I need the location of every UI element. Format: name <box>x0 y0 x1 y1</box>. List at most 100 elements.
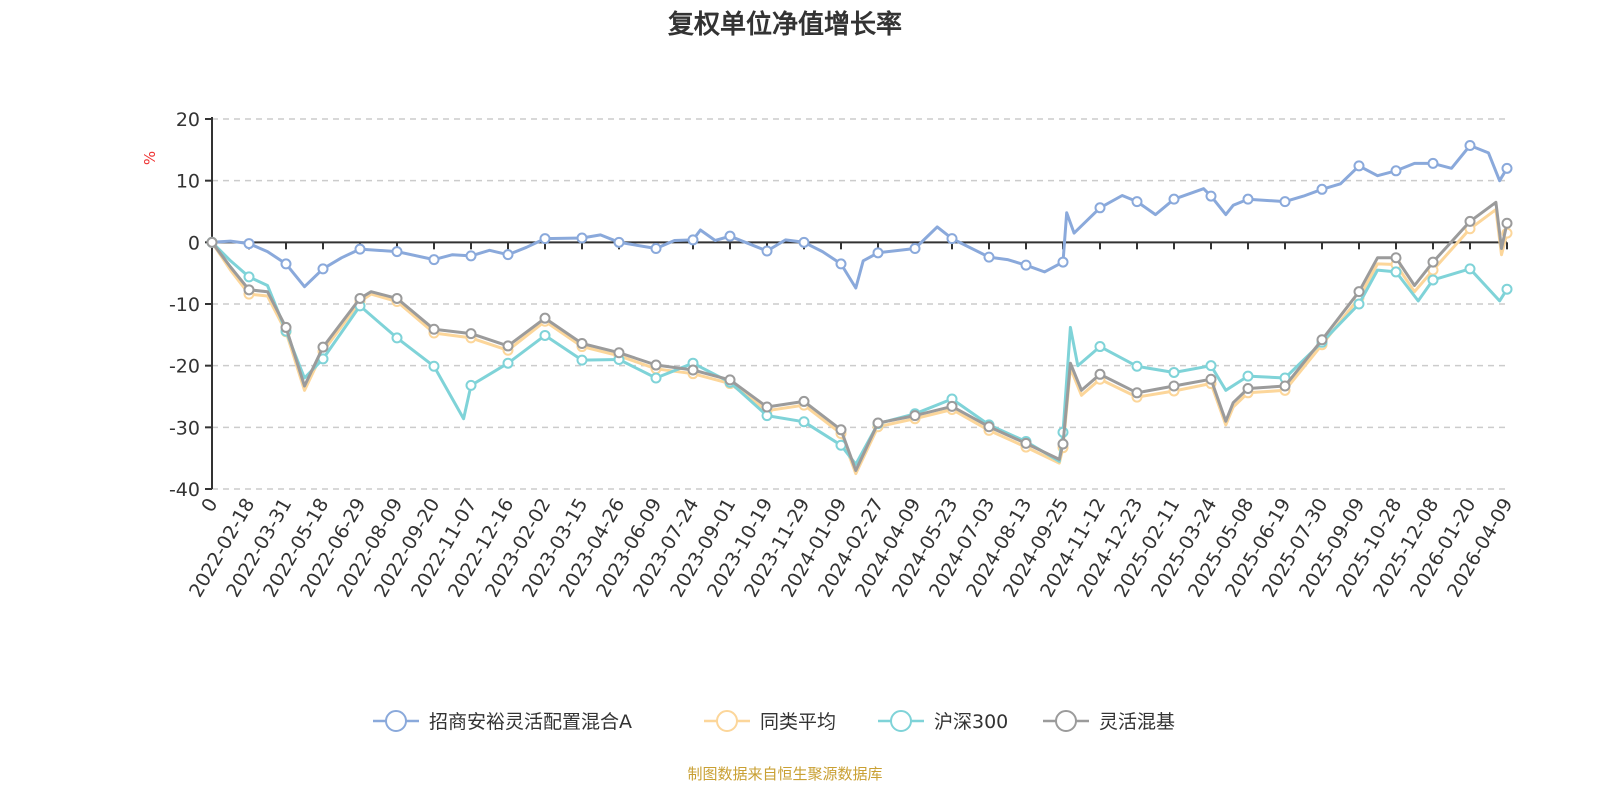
data-point <box>613 347 625 359</box>
series-0 <box>206 140 1513 290</box>
y-tick-label: -40 <box>169 479 200 501</box>
data-point <box>1242 382 1254 394</box>
data-point <box>1131 360 1143 372</box>
data-point <box>1464 263 1476 275</box>
data-point <box>687 234 699 246</box>
data-point <box>354 292 366 304</box>
data-point <box>1131 196 1143 208</box>
data-point <box>428 323 440 335</box>
legend-circle-icon <box>1055 710 1077 732</box>
legend-circle-icon <box>716 710 738 732</box>
source-note: 制图数据来自恒生聚源数据库 <box>687 765 882 783</box>
data-point <box>798 236 810 248</box>
data-point <box>1501 283 1513 295</box>
data-point <box>576 232 588 244</box>
data-point <box>1427 157 1439 169</box>
data-point <box>1316 183 1328 195</box>
data-point <box>539 233 551 245</box>
data-point <box>1168 366 1180 378</box>
data-point <box>1501 162 1513 174</box>
data-point <box>761 245 773 257</box>
data-point <box>687 364 699 376</box>
data-point <box>1205 190 1217 202</box>
legend-item[interactable]: 灵活混基 <box>1043 710 1175 733</box>
data-point <box>576 354 588 366</box>
data-point <box>280 321 292 333</box>
data-point <box>539 329 551 341</box>
legend-circle-icon <box>385 710 407 732</box>
data-point <box>1205 373 1217 385</box>
data-point <box>909 243 921 254</box>
data-point <box>872 247 884 259</box>
x-tick-label: 0 <box>197 495 222 516</box>
data-point <box>1020 259 1032 271</box>
data-point <box>1131 387 1143 399</box>
data-point <box>391 292 403 304</box>
data-point <box>428 360 440 372</box>
grid-lines <box>212 118 1507 490</box>
data-point <box>1464 140 1476 152</box>
legend-item[interactable]: 招商安裕灵活配置混合A <box>373 710 632 733</box>
data-point <box>1205 360 1217 372</box>
data-point <box>1427 256 1439 268</box>
data-point <box>613 236 625 248</box>
data-point <box>1501 217 1513 229</box>
data-point <box>835 424 847 436</box>
data-point <box>1390 252 1402 264</box>
y-tick-label: -10 <box>169 294 200 316</box>
data-point <box>650 243 662 254</box>
data-point <box>243 271 255 283</box>
data-point <box>1242 370 1254 382</box>
data-point <box>502 340 514 352</box>
data-point <box>428 254 440 266</box>
data-point <box>354 243 366 255</box>
data-point <box>1020 437 1032 449</box>
data-point <box>465 379 477 391</box>
data-point <box>465 250 477 262</box>
data-point <box>1094 202 1106 214</box>
data-point <box>1242 193 1254 205</box>
data-point <box>1464 215 1476 227</box>
data-point <box>724 230 736 242</box>
data-point <box>1168 380 1180 392</box>
series-line <box>211 144 1509 290</box>
legend-item[interactable]: 同类平均 <box>704 710 836 733</box>
data-point <box>465 328 477 340</box>
legend-circle-icon <box>890 710 912 732</box>
data-point <box>576 337 588 349</box>
y-axis: 20 10 0 -10 -20 -30 -40 <box>169 109 213 501</box>
data-point <box>1094 341 1106 353</box>
data-point <box>650 372 662 384</box>
legend-label: 灵活混基 <box>1099 711 1175 733</box>
data-point <box>946 400 958 412</box>
data-point <box>1427 274 1439 286</box>
y-tick-label: -20 <box>169 356 200 378</box>
data-point <box>1353 298 1365 310</box>
data-point <box>539 312 551 324</box>
data-point <box>1390 165 1402 177</box>
series-group <box>206 140 1513 476</box>
data-point <box>798 395 810 407</box>
data-point <box>1057 438 1069 450</box>
data-point <box>317 263 329 275</box>
data-point <box>1279 380 1291 392</box>
data-point <box>280 258 292 270</box>
y-tick-label: 10 <box>176 171 200 193</box>
legend-label: 招商安裕灵活配置混合A <box>429 711 632 733</box>
data-point <box>1279 196 1291 208</box>
data-point <box>1168 193 1180 205</box>
data-point <box>798 416 810 428</box>
data-point <box>391 246 403 258</box>
data-point <box>946 233 958 245</box>
legend: 招商安裕灵活配置混合A 同类平均 沪深300 灵活混基 <box>373 710 1175 733</box>
data-point <box>243 238 255 250</box>
data-point <box>983 251 995 263</box>
y-tick-label: 0 <box>188 232 200 254</box>
data-point <box>909 410 921 422</box>
y-tick-label: 20 <box>176 109 200 131</box>
data-point <box>243 284 255 296</box>
legend-item[interactable]: 沪深300 <box>878 710 1008 733</box>
legend-label: 同类平均 <box>760 711 836 733</box>
legend-label: 沪深300 <box>934 711 1008 733</box>
